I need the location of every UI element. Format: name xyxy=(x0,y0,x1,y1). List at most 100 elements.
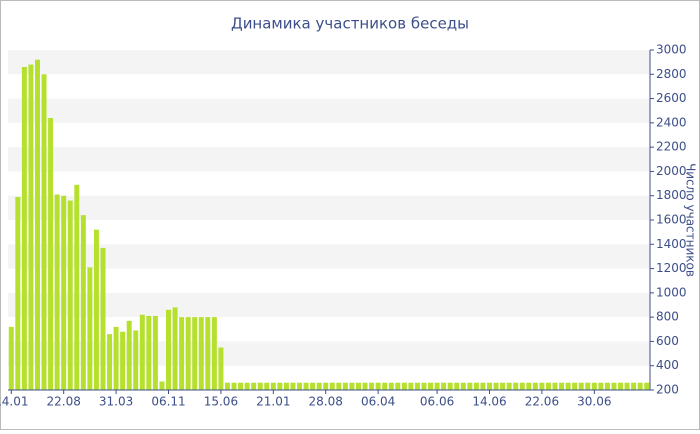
bar xyxy=(166,309,171,390)
bar xyxy=(408,382,414,390)
bar xyxy=(460,382,466,390)
x-tick-label: 31.03 xyxy=(99,395,133,409)
bar xyxy=(120,331,126,390)
bar xyxy=(54,194,60,390)
bar xyxy=(48,118,54,390)
bar xyxy=(539,382,545,390)
y-tick-label: 1000 xyxy=(656,285,687,299)
y-axis-label: Число участников xyxy=(684,163,698,277)
grid-band xyxy=(8,195,650,220)
bar xyxy=(369,382,375,390)
bar xyxy=(28,64,34,391)
y-tick-label: 1600 xyxy=(656,213,687,227)
bar xyxy=(244,382,250,390)
bar xyxy=(283,382,289,390)
grid-band xyxy=(8,292,650,318)
bar xyxy=(401,382,407,390)
bar xyxy=(578,382,584,390)
bar xyxy=(34,59,40,390)
bar xyxy=(362,382,368,390)
bar xyxy=(355,382,361,390)
bar xyxy=(336,382,342,390)
bar xyxy=(270,382,276,390)
bar xyxy=(297,382,303,390)
bar xyxy=(631,382,637,390)
grid-band xyxy=(8,98,650,123)
bar xyxy=(113,326,119,390)
bar xyxy=(611,382,617,390)
bar xyxy=(342,382,348,390)
bar xyxy=(133,330,139,390)
bar xyxy=(480,382,486,390)
x-tick-label: 28.08 xyxy=(309,395,343,409)
bar xyxy=(644,382,650,390)
x-tick-label: 22.06 xyxy=(525,395,559,409)
bar xyxy=(74,184,80,390)
bar xyxy=(61,195,67,390)
y-tick-label: 2800 xyxy=(656,67,687,81)
y-tick-label: 1400 xyxy=(656,237,687,251)
bar xyxy=(93,229,99,390)
x-tick-label: 14.06 xyxy=(472,395,506,409)
y-tick-label: 2600 xyxy=(656,91,687,105)
y-tick-label: 400 xyxy=(656,358,679,372)
bar xyxy=(447,382,453,390)
bar xyxy=(303,382,309,390)
bar xyxy=(473,382,479,390)
bar xyxy=(598,382,604,390)
y-tick-label: 2000 xyxy=(656,164,687,178)
bar xyxy=(205,317,211,390)
bar xyxy=(87,267,93,390)
bar xyxy=(146,315,152,390)
bar xyxy=(545,382,551,390)
bar xyxy=(487,382,492,390)
bar xyxy=(257,382,263,390)
bar xyxy=(454,382,460,390)
bar xyxy=(513,382,519,390)
bar xyxy=(316,382,322,390)
bar xyxy=(591,382,597,390)
bar xyxy=(211,317,217,390)
bar xyxy=(80,215,86,390)
bar xyxy=(277,382,283,390)
bar xyxy=(185,317,191,390)
bar xyxy=(323,382,329,390)
y-tick-label: 200 xyxy=(656,383,679,397)
bar xyxy=(552,382,558,390)
bar xyxy=(604,382,610,390)
bar xyxy=(172,307,178,390)
bar xyxy=(500,382,506,390)
bar xyxy=(506,382,512,390)
bar xyxy=(388,382,394,390)
bar xyxy=(519,382,525,390)
bar xyxy=(41,74,47,391)
x-tick-label: 22.08 xyxy=(47,395,81,409)
x-tick-label: 06.06 xyxy=(420,395,454,409)
bar xyxy=(349,382,355,390)
bar xyxy=(414,382,420,390)
bar xyxy=(395,382,401,390)
x-tick-label: 06.04 xyxy=(361,395,395,409)
bar xyxy=(310,382,316,390)
x-tick-label: 06.11 xyxy=(151,395,185,409)
bar xyxy=(421,382,427,390)
x-tick-label: 21.01 xyxy=(256,395,290,409)
y-tick-label: 800 xyxy=(656,310,679,324)
bar xyxy=(264,382,270,390)
bar xyxy=(198,317,204,390)
y-tick-label: 2200 xyxy=(656,140,687,154)
bar xyxy=(126,320,132,390)
y-tick-label: 2400 xyxy=(656,115,687,129)
bar xyxy=(152,315,158,390)
bar xyxy=(585,382,591,390)
bar xyxy=(382,382,388,390)
bar xyxy=(329,382,335,390)
chart-title: Динамика участников беседы xyxy=(231,15,469,33)
y-tick-label: 600 xyxy=(656,334,679,348)
bar xyxy=(179,317,185,390)
y-tick-label: 1800 xyxy=(656,188,687,202)
bar xyxy=(526,382,532,390)
x-tick-label: 30.06 xyxy=(577,395,611,409)
bar xyxy=(559,382,565,390)
